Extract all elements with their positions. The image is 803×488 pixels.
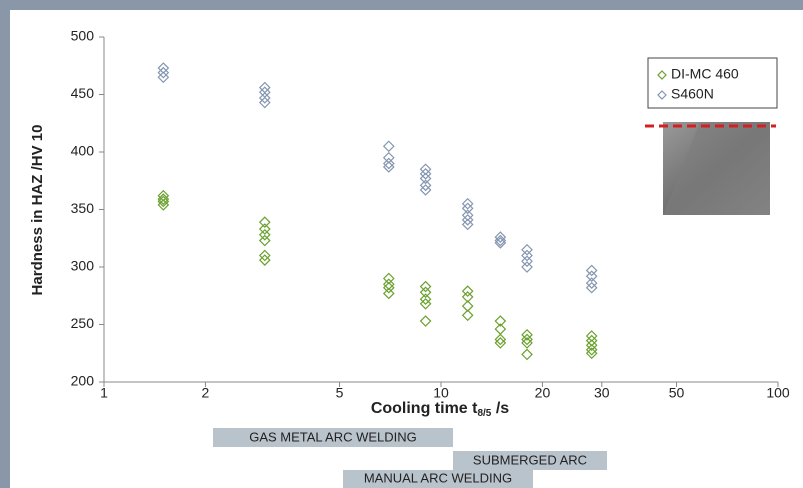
marker — [258, 254, 271, 266]
marker — [461, 197, 474, 210]
marker — [258, 223, 271, 235]
marker — [461, 309, 474, 322]
marker — [419, 168, 432, 180]
marker — [157, 195, 170, 208]
legend-marker — [657, 70, 667, 80]
marker — [258, 92, 271, 104]
marker — [419, 280, 432, 293]
x-tick-label: 5 — [336, 385, 344, 401]
marker — [494, 237, 507, 249]
marker — [494, 231, 507, 243]
marker — [382, 157, 395, 170]
x-tick-label: 2 — [202, 385, 210, 401]
x-tick-label: 20 — [535, 385, 551, 401]
marker — [585, 339, 598, 352]
marker — [419, 286, 432, 299]
marker — [461, 214, 474, 226]
legend-marker — [657, 90, 667, 100]
marker — [585, 347, 598, 360]
marker — [585, 281, 598, 294]
marker — [494, 315, 507, 327]
marker — [461, 202, 474, 215]
x-title-unit: /s — [491, 400, 509, 417]
marker — [419, 184, 432, 196]
marker — [494, 337, 507, 349]
marker — [258, 216, 271, 228]
legend-box — [647, 57, 778, 109]
marker — [494, 333, 507, 346]
process-label: MANUAL ARC WELDING — [364, 470, 512, 485]
marker — [521, 249, 533, 262]
y-tick-label: 400 — [71, 143, 95, 159]
legend-label: S460N — [671, 86, 714, 102]
process-label: SUBMERGED ARC — [473, 452, 587, 467]
marker — [521, 348, 533, 361]
process-box — [343, 470, 533, 488]
marker — [382, 287, 395, 300]
marker — [258, 249, 271, 262]
marker — [419, 179, 432, 192]
x-title-sub: 8/5 — [477, 408, 491, 419]
x-axis-title: Cooling time t8/5 /s — [371, 400, 509, 418]
y-tick-label: 300 — [71, 258, 95, 274]
x-tick-label: 30 — [594, 385, 610, 401]
marker — [157, 193, 170, 205]
marker — [521, 255, 533, 268]
marker — [419, 297, 432, 310]
x-title-text: Cooling time t — [371, 400, 478, 417]
process-box — [213, 428, 453, 447]
y-tick-label: 450 — [71, 85, 95, 101]
legend-label: DI-MC 460 — [671, 66, 739, 82]
process-box — [453, 451, 607, 470]
marker — [521, 261, 533, 273]
y-tick-label: 500 — [71, 28, 95, 44]
marker — [521, 333, 533, 346]
marker — [419, 315, 432, 327]
x-tick-label: 50 — [669, 385, 685, 401]
marker — [382, 161, 395, 173]
marker — [494, 234, 507, 247]
marker — [585, 343, 598, 356]
x-tick-label: 10 — [433, 385, 449, 401]
marker — [521, 329, 533, 341]
marker — [258, 96, 271, 109]
marker — [258, 234, 271, 247]
marker — [258, 228, 271, 241]
x-tick-label: 1 — [100, 385, 108, 401]
marker — [585, 270, 598, 283]
marker — [585, 277, 598, 289]
marker — [419, 172, 432, 185]
x-tick-label: 100 — [766, 385, 790, 401]
marker — [157, 66, 170, 79]
y-tick-label: 250 — [71, 315, 95, 331]
inset-weld — [663, 122, 770, 215]
marker — [419, 293, 432, 306]
marker — [461, 285, 474, 297]
y-tick-label: 350 — [71, 200, 95, 216]
y-tick-label: 200 — [71, 373, 95, 389]
frame-top — [0, 0, 803, 10]
y-axis-title: Hardness in HAZ /HV 10 — [29, 125, 46, 296]
marker — [521, 337, 533, 349]
process-label: GAS METAL ARC WELDING — [249, 429, 417, 444]
marker — [521, 243, 533, 256]
marker — [157, 199, 170, 211]
marker — [382, 281, 395, 294]
marker — [585, 264, 598, 277]
marker — [382, 140, 395, 153]
frame-left — [0, 0, 10, 488]
marker — [157, 71, 170, 84]
marker — [461, 218, 474, 231]
